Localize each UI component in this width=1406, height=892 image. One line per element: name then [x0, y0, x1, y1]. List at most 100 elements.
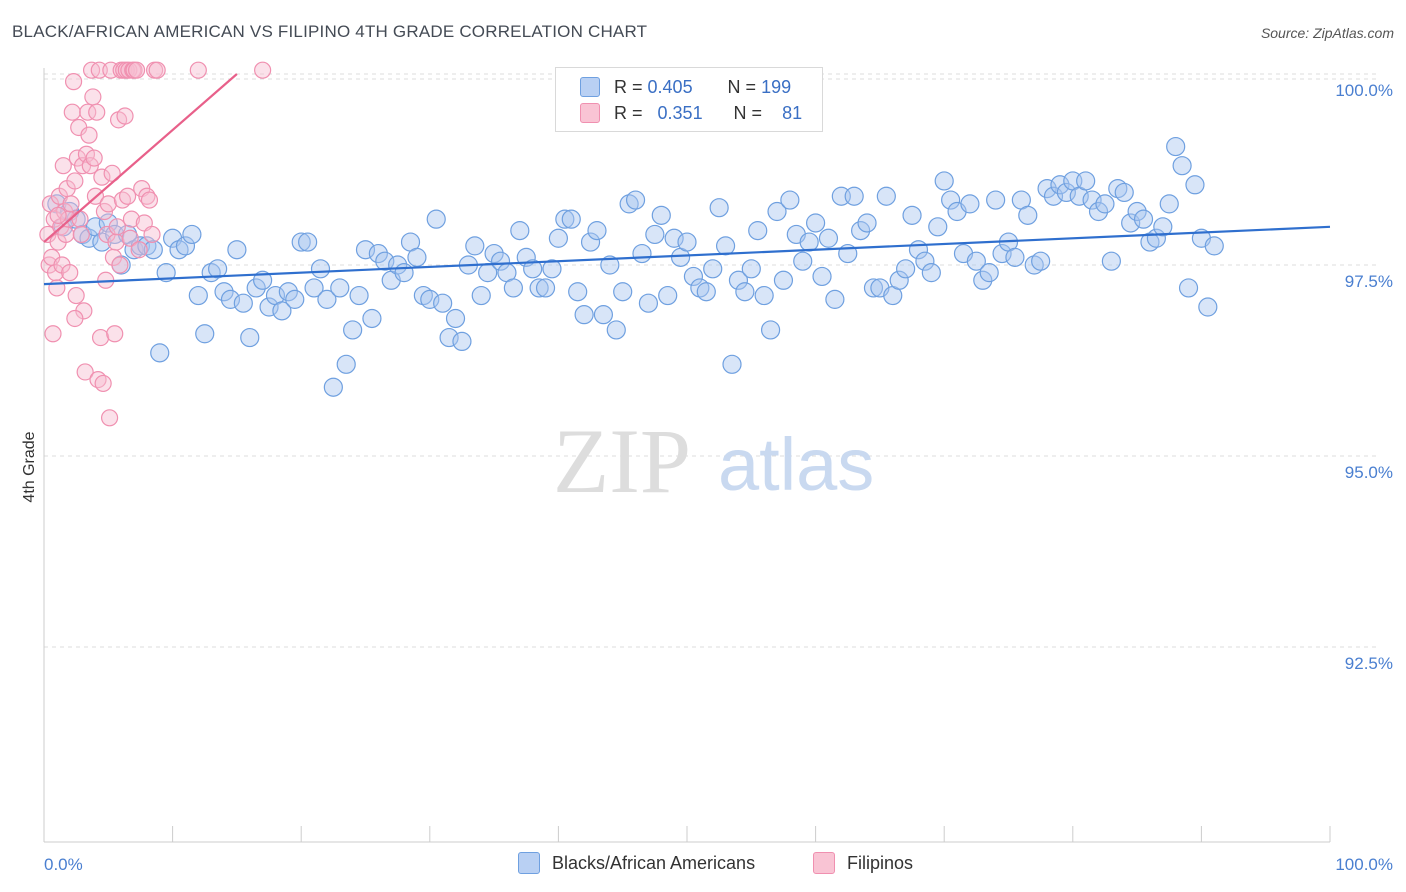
data-point — [116, 107, 134, 125]
data-point — [568, 282, 588, 302]
data-point — [1121, 213, 1141, 233]
data-point — [1166, 136, 1186, 157]
data-point — [825, 289, 845, 309]
legend-r-label: R = — [614, 102, 643, 123]
series-legend: Blacks/African Americans Filipinos — [0, 852, 1406, 878]
data-point — [355, 240, 376, 260]
data-point — [445, 308, 466, 329]
data-point — [336, 354, 356, 374]
data-point — [79, 103, 97, 121]
data-point — [889, 270, 909, 290]
data-point — [863, 278, 884, 298]
axes — [43, 68, 1331, 843]
data-point — [79, 228, 99, 248]
data-point — [246, 278, 266, 298]
data-point — [323, 377, 343, 397]
data-point — [921, 263, 941, 283]
data-point — [1101, 251, 1121, 271]
data-point — [285, 289, 305, 309]
data-point — [928, 217, 948, 237]
data-point — [818, 228, 839, 248]
y-tick-label: 97.5% — [1345, 272, 1393, 291]
data-point — [851, 221, 871, 241]
data-point — [76, 363, 94, 381]
trend-lines — [43, 73, 1331, 286]
data-point — [896, 259, 916, 279]
data-point — [44, 325, 62, 343]
data-point — [94, 374, 112, 393]
data-point — [91, 328, 110, 347]
data-point — [122, 210, 141, 228]
legend-swatch-blue — [518, 852, 540, 874]
data-point — [106, 325, 124, 343]
y-tick-label: 95.0% — [1345, 463, 1393, 482]
data-point — [71, 210, 89, 228]
legend-row-blacks: R = 0.405 N = 199 — [580, 75, 791, 99]
legend-r-value: 0.405 — [647, 76, 693, 97]
data-point — [465, 236, 485, 256]
data-point — [741, 259, 761, 279]
data-point — [118, 187, 137, 205]
data-point — [291, 232, 311, 252]
data-point — [503, 278, 523, 298]
data-point — [658, 285, 678, 306]
data-point — [317, 289, 337, 309]
data-point — [915, 251, 935, 271]
data-point — [220, 289, 241, 309]
data-point — [1005, 247, 1025, 267]
data-point — [979, 263, 999, 283]
data-point — [150, 343, 170, 363]
data-point — [934, 171, 954, 191]
data-point — [805, 213, 826, 233]
data-point — [121, 229, 139, 247]
data-point — [111, 256, 129, 274]
data-point — [812, 266, 832, 287]
legend-item-blacks: Blacks/African Americans — [518, 852, 755, 874]
data-point — [748, 221, 768, 241]
data-point — [1204, 236, 1224, 256]
data-point — [72, 225, 90, 244]
data-point — [66, 309, 84, 328]
data-point — [613, 282, 633, 302]
data-point — [632, 243, 652, 264]
data-point — [1088, 201, 1109, 222]
legend-item-filipinos: Filipinos — [813, 852, 913, 874]
trend-line-filipinos — [43, 73, 238, 243]
data-point — [298, 232, 318, 252]
data-point — [49, 206, 67, 224]
data-point — [799, 232, 819, 252]
data-point — [189, 61, 207, 79]
data-point — [780, 190, 800, 210]
data-point — [471, 285, 491, 306]
data-point — [1050, 175, 1070, 195]
legend-label-filipinos: Filipinos — [847, 852, 914, 873]
data-point — [1114, 182, 1134, 203]
data-point — [1185, 175, 1205, 195]
data-point — [941, 190, 961, 210]
data-point — [1178, 278, 1199, 298]
data-point — [587, 221, 607, 241]
data-point — [966, 251, 986, 271]
data-point — [600, 255, 620, 275]
data-point — [735, 282, 755, 302]
data-point — [343, 320, 363, 340]
legend-n-value: 199 — [761, 76, 792, 97]
data-point — [1095, 194, 1115, 214]
data-point — [523, 259, 543, 279]
data-point — [1198, 297, 1218, 317]
data-point — [254, 61, 272, 79]
data-point — [368, 243, 388, 264]
x-tick-label: 0.0% — [44, 855, 83, 874]
y-tick-label: 100.0% — [1335, 81, 1393, 100]
data-point — [85, 149, 103, 167]
data-point — [561, 209, 581, 229]
data-point — [452, 331, 472, 351]
stats-legend: R = 0.405 N = 199 R = 0.351 N = 81 — [555, 67, 823, 132]
data-point — [1127, 201, 1147, 222]
data-point — [88, 103, 106, 121]
y-axis-label: 4th Grade — [21, 431, 38, 502]
legend-n-value: 81 — [782, 102, 803, 123]
data-point — [253, 270, 273, 290]
legend-swatch-pink — [580, 103, 600, 123]
